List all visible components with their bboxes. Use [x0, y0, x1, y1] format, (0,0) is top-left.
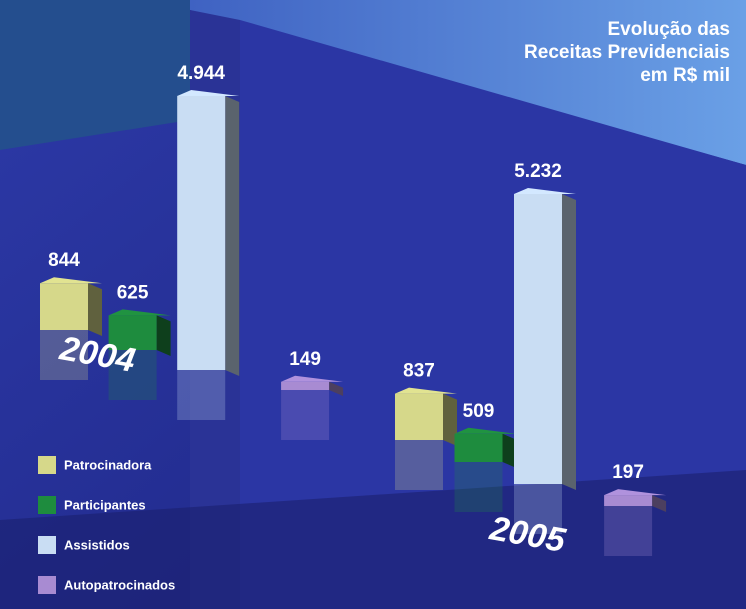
wall-back [240, 20, 746, 609]
bar-top [177, 89, 240, 96]
bar-side [329, 381, 344, 396]
bar-top [604, 489, 667, 496]
legend-label: Participantes [64, 497, 146, 512]
bar-side [88, 283, 102, 336]
legend-label: Patrocinadora [64, 457, 152, 472]
bar-reflection [514, 484, 562, 534]
value-label: 4.944 [177, 63, 225, 84]
bar-top [514, 188, 576, 194]
bar [40, 283, 88, 330]
legend-label: Autopatrocinados [64, 577, 175, 592]
bar-reflection [40, 330, 88, 380]
bar-top [40, 277, 102, 284]
bar [177, 95, 226, 370]
bar [604, 495, 653, 506]
bar-side [652, 495, 667, 512]
value-label: 149 [289, 349, 321, 370]
bar-reflection [281, 390, 330, 440]
bar-top [108, 309, 171, 316]
bar-top [281, 375, 344, 382]
legend-swatch [38, 576, 56, 594]
legend-swatch [38, 456, 56, 474]
wall-right [190, 0, 746, 165]
bar-reflection [177, 370, 226, 420]
value-label: 509 [463, 401, 495, 422]
chart-title: Evolução das Receitas Previdenciais em R… [524, 19, 730, 86]
bar-side [225, 95, 240, 376]
legend-swatch [38, 536, 56, 554]
value-label: 5.232 [514, 161, 562, 182]
value-label: 625 [117, 282, 149, 303]
bar [454, 433, 503, 462]
bar-side [156, 315, 171, 356]
bar-reflection [454, 462, 503, 512]
bar-reflection [108, 350, 157, 400]
bar-side [443, 393, 457, 446]
bar [395, 393, 443, 440]
value-label: 844 [48, 250, 80, 271]
wall-left [0, 0, 190, 150]
value-label: 837 [403, 361, 435, 382]
legend-swatch [38, 496, 56, 514]
bar-side [562, 194, 576, 490]
bar [281, 381, 330, 390]
bar-top [395, 387, 457, 394]
bar [514, 194, 562, 484]
bar-reflection [604, 506, 653, 556]
bar-top [454, 427, 517, 434]
value-label: 197 [612, 462, 644, 483]
floor [0, 470, 746, 609]
legend-label: Assistidos [64, 537, 130, 552]
bar-side [502, 433, 517, 468]
bar-reflection [395, 440, 443, 490]
bar [108, 315, 157, 350]
